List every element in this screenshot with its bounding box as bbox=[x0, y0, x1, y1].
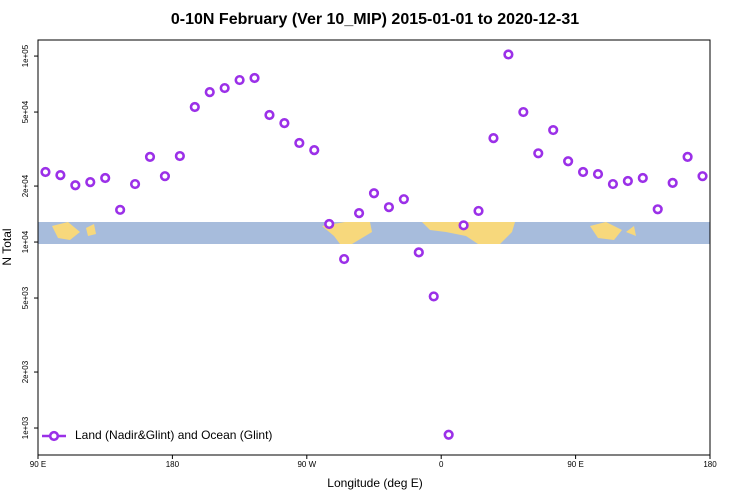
point bbox=[70, 180, 81, 191]
point bbox=[577, 166, 589, 178]
point bbox=[174, 150, 185, 162]
point bbox=[339, 253, 350, 265]
point bbox=[637, 172, 648, 184]
point bbox=[159, 171, 171, 182]
point bbox=[697, 171, 708, 182]
point bbox=[622, 175, 633, 187]
y-tick-label: 2e+03 bbox=[21, 360, 30, 383]
point bbox=[503, 49, 514, 60]
point bbox=[413, 247, 424, 258]
point bbox=[592, 168, 604, 180]
y-tick-label: 5e+04 bbox=[21, 100, 30, 123]
point bbox=[219, 82, 230, 94]
point bbox=[309, 145, 320, 156]
point bbox=[115, 204, 126, 215]
legend-label: Land (Nadir&Glint) and Ocean (Glint) bbox=[75, 428, 272, 442]
point bbox=[204, 87, 215, 98]
point bbox=[533, 148, 544, 159]
point bbox=[563, 156, 574, 167]
point bbox=[40, 166, 51, 178]
point bbox=[518, 106, 529, 118]
point bbox=[129, 178, 141, 190]
point bbox=[458, 220, 469, 231]
y-tick-label: 5e+03 bbox=[21, 286, 30, 309]
point bbox=[607, 178, 619, 190]
point bbox=[249, 72, 260, 84]
point bbox=[383, 202, 395, 213]
y-tick-label: 2e+04 bbox=[21, 174, 30, 197]
point bbox=[189, 101, 200, 113]
point bbox=[667, 177, 678, 188]
point bbox=[443, 429, 454, 440]
point bbox=[353, 208, 365, 219]
x-tick-label: 90 E bbox=[30, 460, 46, 469]
x-tick-label: 180 bbox=[703, 460, 717, 469]
x-axis-label: Longitude (deg E) bbox=[327, 476, 422, 490]
x-tick-label: 90 E bbox=[567, 460, 583, 469]
point bbox=[264, 109, 275, 121]
chart-title: 0-10N February (Ver 10_MIP) 2015-01-01 t… bbox=[171, 11, 579, 28]
y-axis-label: N Total bbox=[0, 228, 14, 265]
point bbox=[324, 218, 335, 230]
x-tick-label: 0 bbox=[439, 460, 444, 469]
point bbox=[368, 188, 380, 199]
map-strip bbox=[38, 222, 710, 244]
plot-frame bbox=[37, 39, 711, 456]
point bbox=[85, 177, 96, 188]
y-tick-label: 1e+05 bbox=[21, 44, 30, 67]
point bbox=[294, 137, 305, 149]
point bbox=[473, 205, 484, 217]
point bbox=[652, 204, 663, 215]
y-tick-label: 1e+03 bbox=[21, 416, 30, 439]
legend-swatch bbox=[48, 430, 60, 442]
point bbox=[682, 151, 693, 162]
point bbox=[488, 133, 499, 144]
point bbox=[144, 151, 156, 162]
point bbox=[234, 74, 245, 86]
point bbox=[279, 118, 290, 129]
x-tick-label: 90 W bbox=[297, 460, 316, 469]
point bbox=[55, 170, 66, 181]
y-tick-label: 1e+04 bbox=[21, 230, 30, 253]
x-tick-label: 180 bbox=[166, 460, 180, 469]
point bbox=[428, 291, 439, 302]
point bbox=[398, 194, 409, 205]
point bbox=[100, 172, 111, 184]
point bbox=[548, 124, 559, 136]
